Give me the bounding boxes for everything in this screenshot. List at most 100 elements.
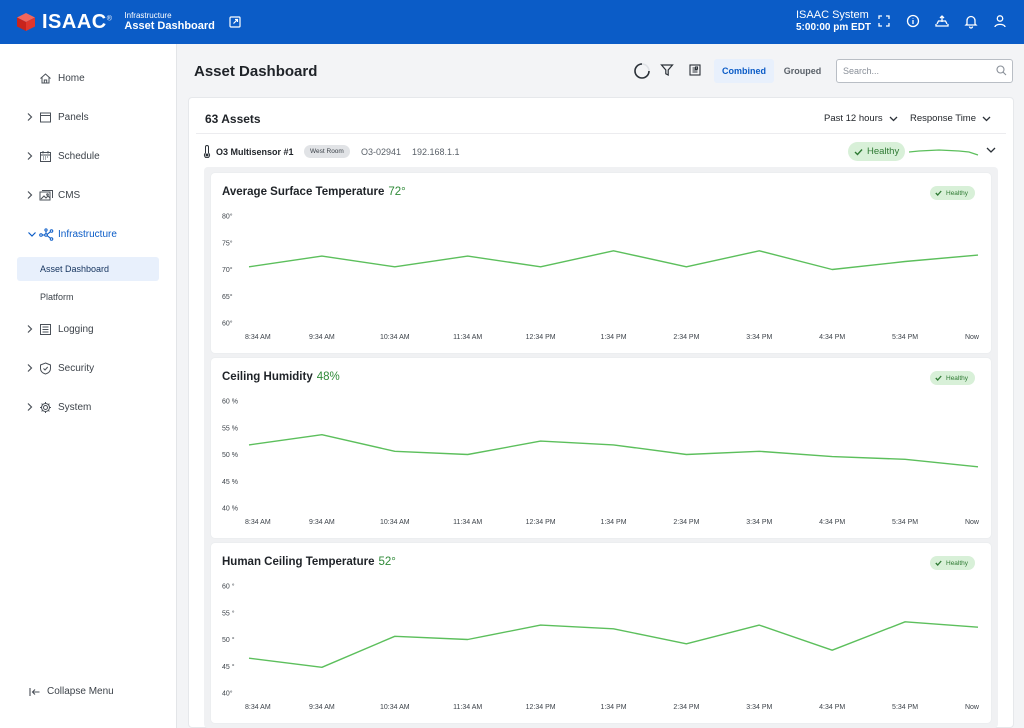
chevron-right-icon xyxy=(26,363,33,373)
collapse-icon xyxy=(29,687,40,696)
x-tick-label: 9:34 AM xyxy=(309,334,335,341)
metric-dropdown[interactable]: Response Time xyxy=(910,113,991,124)
home-icon xyxy=(39,72,52,85)
chevron-right-icon xyxy=(26,324,33,334)
breadcrumb-current: Asset Dashboard xyxy=(124,20,215,33)
sidebar-item-infrastructure[interactable]: Infrastructure xyxy=(0,224,177,246)
sidebar-item-cms[interactable]: CMS xyxy=(0,185,177,207)
chart-current-value: 48% xyxy=(316,371,340,383)
y-tick-label: 60 ° xyxy=(222,583,235,591)
system-time: 5:00:00 pm EDT xyxy=(796,22,872,34)
check-icon xyxy=(935,560,942,566)
y-tick-label: 55 % xyxy=(222,425,238,432)
page-title: Asset Dashboard xyxy=(194,63,318,80)
sidebar-subitem-asset-dashboard[interactable]: Asset Dashboard xyxy=(17,257,159,281)
sidebar-item-schedule[interactable]: Schedule xyxy=(0,146,177,168)
y-tick-label: 75° xyxy=(222,239,233,247)
x-tick-label: 8:34 AM xyxy=(245,704,271,711)
breadcrumb: Infrastructure Asset Dashboard xyxy=(124,10,215,33)
chevron-down-icon xyxy=(27,231,37,238)
sidebar-item-home[interactable]: Home xyxy=(0,68,177,90)
chart-card: Average Surface Temperature 72° Healthy 8… xyxy=(211,173,991,353)
y-tick-label: 45 % xyxy=(222,479,238,486)
gear-icon xyxy=(39,401,52,414)
bell-icon[interactable] xyxy=(963,13,979,29)
assets-count: 63 Assets xyxy=(205,112,261,126)
search-icon[interactable] xyxy=(996,65,1007,76)
y-tick-label: 60° xyxy=(222,320,233,328)
y-tick-label: 40 % xyxy=(222,506,238,513)
x-tick-label: 1:34 PM xyxy=(600,704,626,711)
x-tick-label: 2:34 PM xyxy=(673,519,699,526)
top-bar: ISAAC® Infrastructure Asset Dashboard IS… xyxy=(0,0,1024,44)
x-tick-label: 8:34 AM xyxy=(245,334,271,341)
line-chart: 60 ° 55 ° 50 ° 45 ° 40° 8:34 AM 9:34 AM 10:34 A… xyxy=(222,583,980,712)
combined-view-button[interactable]: Combined xyxy=(714,59,774,83)
panels-icon xyxy=(39,111,52,124)
grouped-view-button[interactable]: Grouped xyxy=(783,66,822,76)
calendar-icon xyxy=(39,150,52,163)
fullscreen-icon[interactable] xyxy=(876,13,892,29)
x-tick-label: 8:34 AM xyxy=(245,519,271,526)
info-icon[interactable] xyxy=(905,13,921,29)
chevron-down-icon xyxy=(982,116,991,121)
sidebar-item-security[interactable]: Security xyxy=(0,358,177,380)
room-tag: West Room xyxy=(304,145,350,158)
system-status: ISAAC System 5:00:00 pm EDT xyxy=(796,9,872,34)
chevron-right-icon xyxy=(26,402,33,412)
y-tick-label: 60 % xyxy=(222,399,238,406)
y-tick-label: 80° xyxy=(222,213,233,221)
x-tick-label: 2:34 PM xyxy=(673,334,699,341)
user-icon[interactable] xyxy=(992,13,1008,29)
status-badge: Healthy xyxy=(930,186,976,200)
collapse-menu-button[interactable]: Collapse Menu xyxy=(29,686,114,697)
cms-icon xyxy=(39,189,54,202)
check-icon xyxy=(935,190,942,196)
x-tick-label: 1:34 PM xyxy=(600,519,626,526)
sidebar-item-system[interactable]: System xyxy=(0,397,177,419)
sidebar-subitem-platform[interactable]: Platform xyxy=(40,292,74,302)
upload-cloud-icon[interactable] xyxy=(934,13,950,29)
cube-logo-icon xyxy=(16,12,36,32)
time-range-dropdown[interactable]: Past 12 hours xyxy=(824,113,898,124)
y-tick-label: 70° xyxy=(222,266,233,274)
y-tick-label: 55 ° xyxy=(222,609,235,617)
loading-spinner-icon xyxy=(633,62,651,80)
chart-card: Human Ceiling Temperature 52° Healthy 60 … xyxy=(211,543,991,723)
x-tick-label: 2:34 PM xyxy=(673,704,699,711)
sidebar-item-panels[interactable]: Panels xyxy=(0,107,177,129)
check-icon xyxy=(935,375,942,381)
filter-icon[interactable] xyxy=(660,63,674,77)
system-name: ISAAC System xyxy=(796,9,869,21)
search-input[interactable] xyxy=(836,59,1013,83)
chevron-down-icon[interactable] xyxy=(986,147,996,154)
x-tick-label: 5:34 PM xyxy=(892,334,918,341)
y-tick-label: 50 % xyxy=(222,452,238,459)
x-tick-label: 12:34 PM xyxy=(526,334,556,341)
check-icon xyxy=(854,148,863,156)
x-tick-label: Now xyxy=(965,519,980,526)
sensor-ip: 192.168.1.1 xyxy=(412,147,460,157)
x-tick-label: 12:34 PM xyxy=(526,519,556,526)
line-chart: 60 % 55 % 50 % 45 % 40 % 8:34 AM 9:34 AM 10:34 … xyxy=(222,399,980,527)
logo[interactable]: ISAAC® xyxy=(16,11,112,34)
x-tick-label: 5:34 PM xyxy=(892,704,918,711)
shield-icon xyxy=(39,362,52,375)
y-tick-label: 65° xyxy=(222,293,233,301)
sidebar-item-logging[interactable]: Logging xyxy=(0,319,177,341)
series-line xyxy=(248,250,979,271)
sensor-row[interactable]: O3 Multisensor #1 West Room O3-02941 192… xyxy=(196,140,1006,164)
layout-view-icon[interactable] xyxy=(689,64,701,76)
chart-current-value: 52° xyxy=(378,556,396,568)
x-tick-label: 3:34 PM xyxy=(746,334,772,341)
breadcrumb-parent[interactable]: Infrastructure xyxy=(124,10,172,20)
external-link-icon[interactable] xyxy=(229,16,241,28)
y-tick-label: 45 ° xyxy=(222,663,235,671)
line-chart: 80° 75° 70° 65° 60° 8:34 AM 9:34 AM 10:34 AM 11:… xyxy=(222,213,980,342)
y-tick-label: 40° xyxy=(222,690,233,698)
x-tick-label: 4:34 PM xyxy=(819,704,845,711)
series-line xyxy=(248,433,979,468)
sensor-id: O3-02941 xyxy=(361,147,402,157)
x-tick-label: 10:34 AM xyxy=(380,519,410,526)
logging-icon xyxy=(39,323,52,336)
